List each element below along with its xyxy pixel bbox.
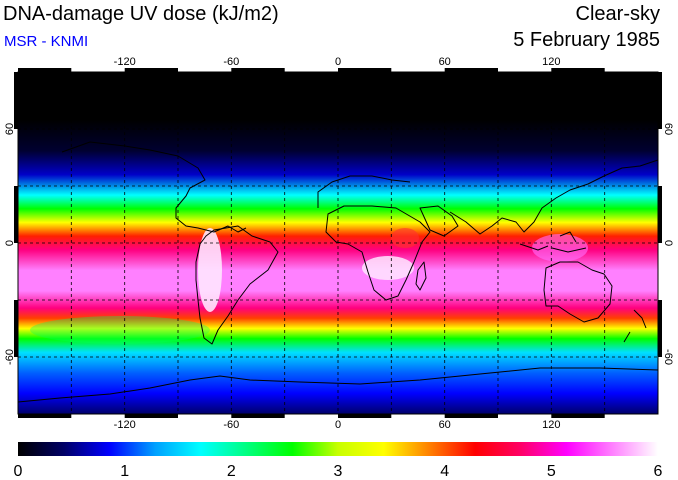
colorbar-labels: 0 1 2 3 4 5 6 [14, 463, 663, 480]
lon-label-bottom: -60 [223, 419, 239, 431]
indonesia-coast [519, 231, 587, 253]
source-label: MSR - KNMI [4, 33, 89, 50]
lon-label-bottom: 120 [542, 419, 560, 431]
lat-label-right: -60 [662, 349, 674, 365]
lon-label-top: 120 [542, 56, 560, 68]
lat-labels-left: 60 0 -60 [4, 123, 16, 365]
asia-coast [449, 159, 658, 235]
lat-label-left: -60 [4, 349, 16, 365]
colorbar-label: 2 [227, 463, 236, 480]
europe-coast [317, 175, 411, 208]
south-america-coast [195, 225, 279, 345]
lon-label-bottom: 0 [335, 419, 341, 431]
lon-labels-top: -120 -60 0 60 120 [114, 56, 561, 68]
north-america-coast [61, 141, 247, 233]
date-label: 5 February 1985 [513, 29, 660, 51]
coastlines [18, 141, 658, 403]
colorbar-label: 6 [654, 463, 663, 480]
antarctica-coast [18, 367, 658, 403]
lon-labels-bottom: -120 -60 0 60 120 [114, 419, 561, 431]
lon-label-bottom: 60 [439, 419, 451, 431]
arabia-coast [419, 205, 459, 237]
lon-label-top: -60 [223, 56, 239, 68]
lat-label-left: 0 [4, 240, 16, 246]
lon-label-top: 0 [335, 56, 341, 68]
colorbar-label: 5 [547, 463, 556, 480]
map-title: DNA-damage UV dose (kJ/m2) [3, 3, 279, 25]
lat-label-left: 60 [4, 123, 16, 135]
graticule [18, 72, 658, 414]
australia-coast [543, 261, 613, 323]
lat-labels-right: 60 0 -60 [662, 123, 674, 365]
frame-bars [14, 68, 662, 418]
colorbar-label: 1 [120, 463, 129, 480]
colorbar-label: 3 [334, 463, 343, 480]
colorbar-label: 0 [14, 463, 23, 480]
colorbar-label: 4 [440, 463, 449, 480]
uv-anomalies [30, 228, 588, 344]
colorbar [18, 442, 658, 456]
madagascar-coast [415, 261, 427, 291]
africa-coast [325, 205, 431, 301]
lat-label-right: 0 [662, 240, 674, 246]
lon-label-top: 60 [439, 56, 451, 68]
lon-label-top: -120 [114, 56, 136, 68]
lat-label-right: 60 [662, 123, 674, 135]
condition-label: Clear-sky [575, 3, 660, 25]
lon-label-bottom: -120 [114, 419, 136, 431]
new-zealand-coast [623, 309, 647, 343]
